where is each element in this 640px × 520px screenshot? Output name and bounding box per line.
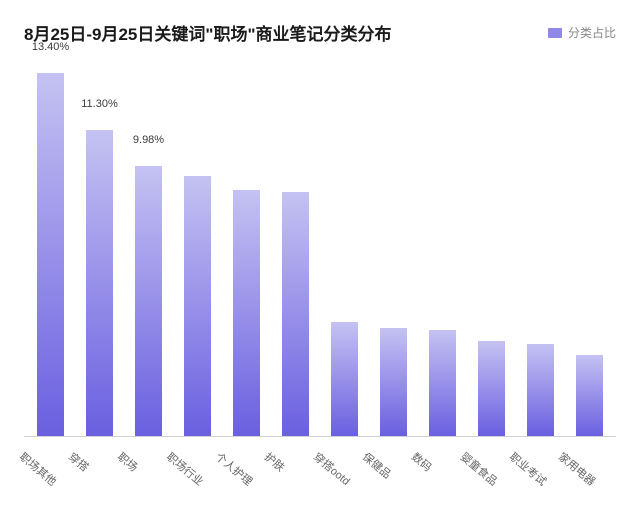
bar-slot <box>173 57 222 436</box>
bar-value-label: 9.98% <box>133 134 164 150</box>
bar-slot <box>369 57 418 436</box>
x-axis-label: 婴童食品 <box>457 449 505 493</box>
x-axis-labels: 职场其他穿搭职场职场行业个人护理护肤穿搭ootd保健品数码婴童食品职业考试家用电… <box>24 437 616 459</box>
bar-slot: 9.98% <box>124 57 173 436</box>
bar-value-label: 13.40% <box>32 41 69 57</box>
bar-slot <box>565 57 614 436</box>
chart-title: 8月25日-9月25日关键词"职场"商业笔记分类分布 <box>24 20 392 45</box>
bar <box>576 355 603 436</box>
x-axis-label: 职业考试 <box>506 449 554 493</box>
legend-label: 分类占比 <box>568 24 616 41</box>
x-axis-label: 穿搭ootd <box>310 449 358 493</box>
legend-swatch <box>548 28 562 38</box>
chart-container: 8月25日-9月25日关键词"职场"商业笔记分类分布 分类占比 13.40% 11… <box>0 0 640 520</box>
bar <box>478 341 505 436</box>
bar <box>282 192 309 436</box>
bar <box>331 322 358 436</box>
x-axis-label: 个人护理 <box>212 449 260 493</box>
bar <box>233 190 260 436</box>
bar <box>429 330 456 436</box>
x-axis-label: 职场其他 <box>16 449 64 493</box>
bar-slot <box>467 57 516 436</box>
bar-slot <box>222 57 271 436</box>
x-axis-label: 职场行业 <box>163 449 211 493</box>
x-axis-label: 保健品 <box>359 449 407 493</box>
bar-slot <box>320 57 369 436</box>
x-axis-label: 护肤 <box>261 449 309 493</box>
bar <box>37 73 64 436</box>
bar <box>86 130 113 436</box>
x-axis-label: 家用电器 <box>555 449 603 493</box>
bar <box>380 328 407 436</box>
bar-slot <box>418 57 467 436</box>
bar-slot <box>516 57 565 436</box>
bars-group: 13.40% 11.30% 9.98% <box>24 57 616 436</box>
bar-slot: 11.30% <box>75 57 124 436</box>
bar-slot <box>271 57 320 436</box>
plot-area: 13.40% 11.30% 9.98% <box>24 57 616 437</box>
x-axis-label: 穿搭 <box>65 449 113 493</box>
legend: 分类占比 <box>548 24 616 41</box>
bar <box>184 176 211 436</box>
bar-value-label: 11.30% <box>81 98 118 114</box>
bar-slot: 13.40% <box>26 57 75 436</box>
chart-header: 8月25日-9月25日关键词"职场"商业笔记分类分布 分类占比 <box>24 20 616 45</box>
x-axis-label: 职场 <box>114 449 162 493</box>
bar <box>135 166 162 436</box>
bar <box>527 344 554 436</box>
x-axis-label: 数码 <box>408 449 456 493</box>
